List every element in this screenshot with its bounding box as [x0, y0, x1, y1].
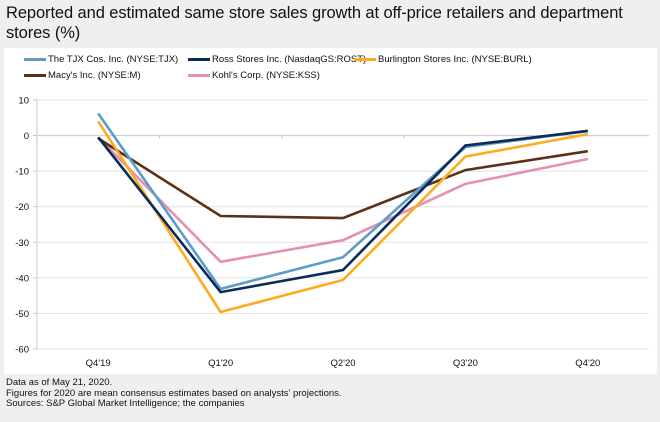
footer-estimates-note: Figures for 2020 are mean consensus esti… — [6, 387, 342, 399]
y-tick-label: -60 — [15, 345, 29, 356]
legend-label-macys: Macy's Inc. (NYSE:M) — [48, 70, 141, 81]
legend-label-burlington: Burlington Stores Inc. (NYSE:BURL) — [378, 54, 532, 65]
legend-label-ross: Ross Stores Inc. (NasdaqGS:ROST) — [212, 54, 367, 65]
y-tick-label: 0 — [24, 131, 29, 142]
y-tick-label: -20 — [15, 202, 29, 213]
legend-item-tjx: The TJX Cos. Inc. (NYSE:TJX) — [24, 54, 178, 65]
chart-panel: The TJX Cos. Inc. (NYSE:TJX) Ross Stores… — [4, 48, 657, 374]
footer-date-note: Data as of May 21, 2020. — [6, 377, 113, 388]
chart-title: Reported and estimated same store sales … — [6, 4, 623, 42]
series-line-2 — [97, 120, 589, 314]
legend-swatch-tjx — [24, 58, 46, 61]
series-line-4 — [97, 136, 589, 264]
plot-area: 10 0 -10 -20 -30 -40 -50 -60 Q4'19 Q1'20 Q2'20 Q3'2… — [15, 96, 649, 369]
series-line-1 — [97, 129, 588, 294]
legend: The TJX Cos. Inc. (NYSE:TJX) Ross Stores… — [4, 48, 657, 88]
footer: Data as of May 21, 2020. Figures for 202… — [6, 377, 342, 410]
y-tick-label: -30 — [15, 238, 29, 249]
legend-item-kohls: Kohl's Corp. (NYSE:KSS) — [188, 70, 320, 81]
legend-item-ross: Ross Stores Inc. (NasdaqGS:ROST) — [188, 54, 366, 65]
y-tick-label: 10 — [18, 96, 29, 107]
x-tick-label: Q3'20 — [453, 358, 478, 369]
x-tick-label: Q4'20 — [575, 358, 600, 369]
y-tick-label: -10 — [15, 167, 29, 178]
legend-swatch-kohls — [188, 74, 210, 77]
footer-sources: Sources: S&P Global Market Intelligence;… — [6, 398, 245, 409]
x-tick-label: Q4'19 — [86, 358, 111, 369]
x-tick-label: Q2'20 — [330, 358, 355, 369]
y-tick-label: -50 — [15, 309, 29, 320]
legend-swatch-ross — [188, 58, 210, 61]
legend-swatch-burlington — [354, 58, 376, 61]
legend-label-kohls: Kohl's Corp. (NYSE:KSS) — [212, 70, 320, 81]
y-tick-label: -40 — [15, 273, 29, 284]
series-line-3 — [97, 137, 588, 220]
x-tick-label: Q1'20 — [208, 358, 233, 369]
legend-swatch-macys — [24, 74, 46, 77]
legend-item-macys: Macy's Inc. (NYSE:M) — [24, 70, 141, 81]
legend-label-tjx: The TJX Cos. Inc. (NYSE:TJX) — [48, 54, 179, 65]
legend-item-burlington: Burlington Stores Inc. (NYSE:BURL) — [354, 54, 532, 65]
